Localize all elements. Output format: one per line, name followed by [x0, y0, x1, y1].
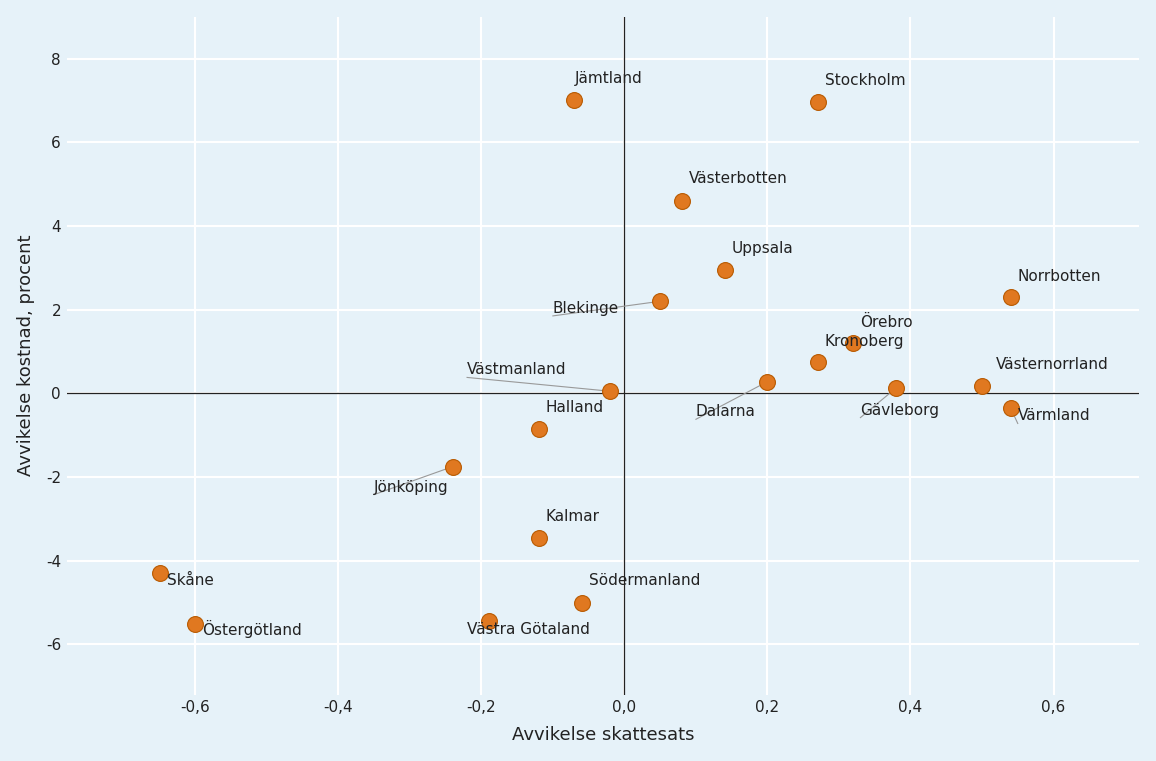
Point — [186, 617, 205, 629]
Text: Västra Götaland: Västra Götaland — [467, 622, 590, 637]
Point — [444, 460, 462, 473]
Point — [601, 385, 620, 397]
Point — [673, 195, 691, 207]
Point — [150, 567, 169, 579]
Point — [480, 616, 498, 628]
Point — [887, 382, 905, 394]
Y-axis label: Avvikelse kostnad, procent: Avvikelse kostnad, procent — [16, 235, 35, 476]
Text: Örebro: Örebro — [860, 315, 913, 330]
Text: Jönköping: Jönköping — [375, 479, 449, 495]
Text: Västerbotten: Västerbotten — [689, 171, 787, 186]
Text: Kronoberg: Kronoberg — [824, 333, 904, 349]
Point — [716, 264, 734, 276]
Point — [1001, 402, 1020, 414]
Text: Västmanland: Västmanland — [467, 362, 566, 377]
Point — [808, 97, 827, 109]
Text: Värmland: Värmland — [1017, 409, 1090, 423]
Point — [758, 375, 777, 387]
Text: Uppsala: Uppsala — [732, 241, 793, 256]
Text: Stockholm: Stockholm — [824, 73, 905, 88]
Point — [572, 597, 591, 609]
Text: Dalarna: Dalarna — [696, 404, 756, 419]
X-axis label: Avvikelse skattesats: Avvikelse skattesats — [512, 726, 695, 744]
Text: Blekinge: Blekinge — [553, 301, 620, 316]
Text: Södermanland: Södermanland — [588, 573, 701, 588]
Text: Jämtland: Jämtland — [575, 71, 642, 86]
Text: Gävleborg: Gävleborg — [860, 403, 940, 418]
Text: Halland: Halland — [546, 400, 603, 415]
Point — [529, 423, 548, 435]
Text: Kalmar: Kalmar — [546, 509, 600, 524]
Point — [651, 295, 669, 307]
Text: Östergötland: Östergötland — [202, 620, 302, 638]
Text: Skåne: Skåne — [166, 573, 214, 588]
Point — [529, 532, 548, 544]
Point — [972, 380, 991, 392]
Text: Västernorrland: Västernorrland — [996, 357, 1109, 371]
Text: Norrbotten: Norrbotten — [1017, 269, 1102, 284]
Point — [1001, 291, 1020, 303]
Point — [565, 94, 584, 107]
Point — [808, 356, 827, 368]
Point — [844, 337, 862, 349]
